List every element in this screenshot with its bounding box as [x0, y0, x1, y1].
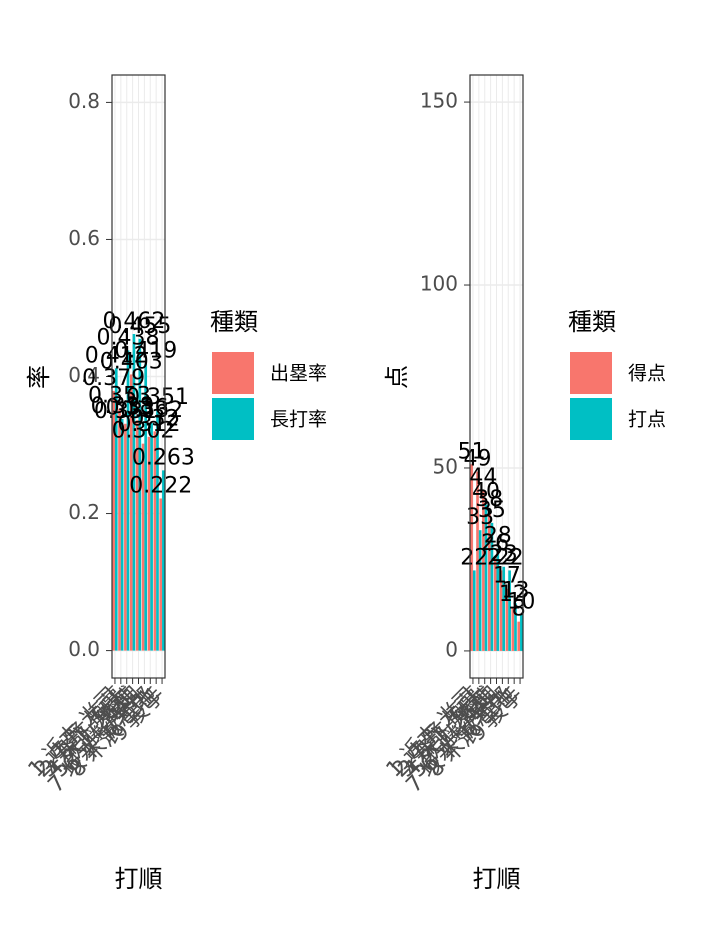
data-label: 0.455: [108, 314, 171, 339]
bar: [487, 511, 491, 651]
bar: [520, 614, 523, 651]
y-tick-label: 0.0: [68, 637, 100, 661]
data-label: 28: [484, 523, 512, 548]
bar: [147, 436, 151, 651]
data-label: 0.263: [132, 445, 195, 470]
legend-key: [212, 398, 254, 440]
bar: [514, 603, 517, 651]
data-label: 10: [507, 589, 535, 614]
bar: [505, 588, 509, 651]
bar: [129, 374, 133, 651]
data-label: 0.336: [106, 395, 169, 420]
y-axis-title: 点: [383, 365, 411, 389]
bar: [470, 464, 473, 651]
data-label: 0.302: [112, 419, 175, 444]
legend-key: [570, 398, 612, 440]
data-label: 0.419: [114, 338, 177, 363]
bar: [162, 470, 165, 651]
bar: [124, 423, 127, 651]
legend-key: [570, 352, 612, 394]
x-axis-title: 打順: [473, 865, 521, 893]
data-label: 0.379: [82, 366, 145, 391]
bar: [118, 408, 121, 651]
bar: [120, 418, 124, 651]
bar: [499, 570, 503, 651]
data-label: 0.332: [120, 398, 183, 423]
data-label: 0.438: [97, 325, 160, 350]
bar: [484, 504, 488, 651]
bar: [159, 498, 163, 651]
legend-label: 打点: [628, 409, 666, 431]
data-label: 0.222: [129, 473, 192, 498]
data-label: 17: [493, 564, 521, 589]
y-tick-label: 0: [445, 637, 458, 661]
data-label: 0.331: [94, 399, 157, 424]
data-label: 12: [499, 582, 527, 607]
data-label: 0.403: [100, 349, 163, 374]
data-label: 0.338: [91, 394, 154, 419]
data-label: 26: [481, 531, 509, 556]
bar: [508, 570, 511, 651]
bar: [511, 607, 515, 651]
bar: [472, 570, 476, 651]
data-label: 22: [487, 545, 515, 570]
y-tick-label: 100: [420, 272, 458, 296]
data-label: 44: [469, 465, 497, 490]
bar: [517, 621, 521, 651]
bar: [496, 548, 500, 651]
bar: [150, 423, 153, 651]
bar: [135, 420, 139, 651]
data-label: 35: [478, 498, 506, 523]
y-tick-label: 0.6: [68, 226, 100, 250]
bar: [482, 489, 485, 651]
y-tick-label: 0.2: [68, 500, 100, 524]
bar: [476, 471, 479, 651]
y-tick-label: 0.4: [68, 363, 100, 387]
bar: [114, 368, 118, 651]
bar: [144, 363, 148, 651]
legend-title: 種類: [210, 308, 258, 336]
data-label: 33: [466, 505, 494, 530]
bar: [478, 530, 482, 651]
data-label: 23: [490, 542, 518, 567]
bar: [141, 443, 145, 651]
bar: [490, 522, 494, 651]
data-label: 0.412: [85, 343, 148, 368]
data-label: 0.462: [102, 309, 165, 334]
data-label: 13: [501, 578, 529, 603]
bar: [493, 555, 497, 651]
bar: [502, 566, 506, 651]
legend-label: 得点: [628, 363, 666, 385]
bar: [138, 338, 142, 651]
bar: [126, 350, 130, 651]
legend-label: 長打率: [270, 409, 327, 431]
bar: [132, 334, 136, 651]
data-label: 0.353: [88, 384, 151, 409]
data-label: 0.32: [130, 406, 179, 431]
y-axis-title: 率: [25, 365, 53, 389]
data-label: 38: [475, 487, 503, 512]
data-label: 8: [512, 597, 526, 622]
legend-label: 出塁率: [270, 363, 327, 385]
y-tick-label: 150: [420, 89, 458, 113]
data-label: 0.351: [126, 385, 189, 410]
legend-key: [212, 352, 254, 394]
data-label: 22: [496, 545, 524, 570]
bar: [153, 431, 157, 651]
plot-border: [469, 74, 524, 679]
data-label: 0.312: [117, 412, 180, 437]
x-axis-title: 打順: [115, 865, 163, 893]
y-tick-label: 0.8: [68, 89, 100, 113]
data-label: 51: [458, 439, 486, 464]
data-label: 22: [460, 545, 488, 570]
data-label: 40: [472, 480, 500, 505]
plot-border: [111, 74, 166, 679]
bar: [156, 410, 159, 651]
data-label: 49: [464, 447, 492, 472]
y-tick-label: 50: [433, 454, 458, 478]
bar: [112, 390, 115, 651]
legend-title: 種類: [568, 308, 616, 336]
